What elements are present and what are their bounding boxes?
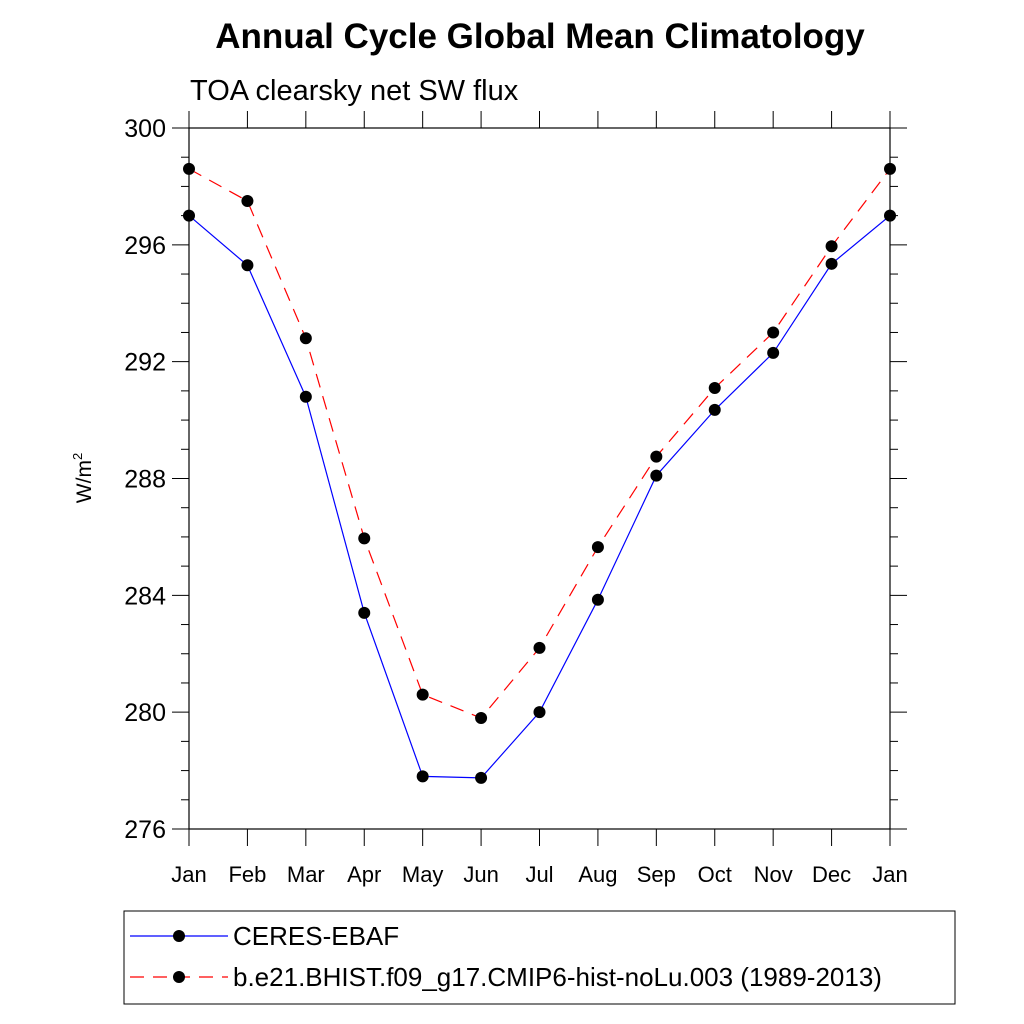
x-tick-label: Sep xyxy=(637,862,676,887)
data-point-model xyxy=(650,450,663,463)
x-tick-label: Oct xyxy=(698,862,732,887)
chart-subtitle: TOA clearsky net SW flux xyxy=(190,75,519,107)
legend: CERES-EBAF b.e21.BHIST.f09_g17.CMIP6-his… xyxy=(123,910,956,1005)
x-tick-label: Dec xyxy=(812,862,851,887)
series-line-model xyxy=(188,168,891,719)
data-point-model xyxy=(591,541,604,554)
legend-label-model: b.e21.BHIST.f09_g17.CMIP6-hist-noLu.003 … xyxy=(233,962,882,992)
y-tick-label: 280 xyxy=(124,699,166,727)
data-point-ceres xyxy=(475,771,488,784)
legend-marker-model xyxy=(173,971,185,983)
x-tick-label: Jan xyxy=(872,862,907,887)
data-point-model xyxy=(183,162,195,175)
x-tick-label: Nov xyxy=(754,862,793,887)
data-point-model xyxy=(884,162,896,175)
x-tick-label: Feb xyxy=(228,862,266,887)
data-point-ceres xyxy=(299,390,312,403)
chart-title: Annual Cycle Global Mean Climatology xyxy=(215,17,865,56)
legend-label-ceres: CERES-EBAF xyxy=(233,921,399,951)
data-point-ceres xyxy=(358,606,371,619)
data-point-ceres xyxy=(241,259,254,272)
data-point-ceres xyxy=(416,770,429,783)
data-point-ceres xyxy=(884,209,896,222)
series-group xyxy=(183,162,896,784)
data-point-ceres xyxy=(650,469,663,482)
data-point-model xyxy=(416,688,429,701)
y-tick-label: 296 xyxy=(124,232,166,260)
data-point-model xyxy=(241,195,254,208)
series-line-ceres xyxy=(188,215,891,779)
x-axis: Jan Feb Mar Apr May Jun Jul Aug Sep Oct Nov Dec Jan xyxy=(171,111,908,887)
x-tick-label: Aug xyxy=(578,862,617,887)
y-axis-label-text: W/m xyxy=(73,460,96,503)
y-axis-label: W/m2 xyxy=(70,453,96,503)
x-tick-label: Jan xyxy=(171,862,206,887)
data-point-model xyxy=(767,326,780,339)
y-tick-label: 292 xyxy=(124,349,166,377)
data-point-model xyxy=(358,532,371,545)
y-tick-label: 276 xyxy=(124,816,166,844)
legend-marker-ceres xyxy=(173,930,185,942)
x-tick-label: Apr xyxy=(347,862,381,887)
data-point-ceres xyxy=(183,209,195,222)
y-axis-label-superscript: 2 xyxy=(70,453,85,460)
data-point-model xyxy=(708,381,721,394)
legend-box xyxy=(123,910,956,1005)
data-point-model xyxy=(825,240,838,253)
data-point-model xyxy=(475,712,488,725)
data-point-ceres xyxy=(825,257,838,270)
y-tick-label: 288 xyxy=(124,466,166,494)
y-axis: 276 280 284 288 292 296 300 xyxy=(124,115,907,844)
plot-border xyxy=(188,127,891,830)
x-tick-label: Jun xyxy=(463,862,498,887)
data-point-ceres xyxy=(591,593,604,606)
x-tick-label: Jul xyxy=(525,862,553,887)
data-point-ceres xyxy=(767,346,780,359)
y-tick-label: 300 xyxy=(124,115,166,143)
x-tick-label: May xyxy=(402,862,444,887)
x-tick-label: Mar xyxy=(287,862,325,887)
data-point-ceres xyxy=(533,706,546,719)
y-tick-label: 284 xyxy=(124,582,166,610)
data-point-ceres xyxy=(708,403,721,416)
plot-frame xyxy=(188,127,891,830)
data-point-model xyxy=(533,641,546,654)
data-point-model xyxy=(299,332,312,345)
